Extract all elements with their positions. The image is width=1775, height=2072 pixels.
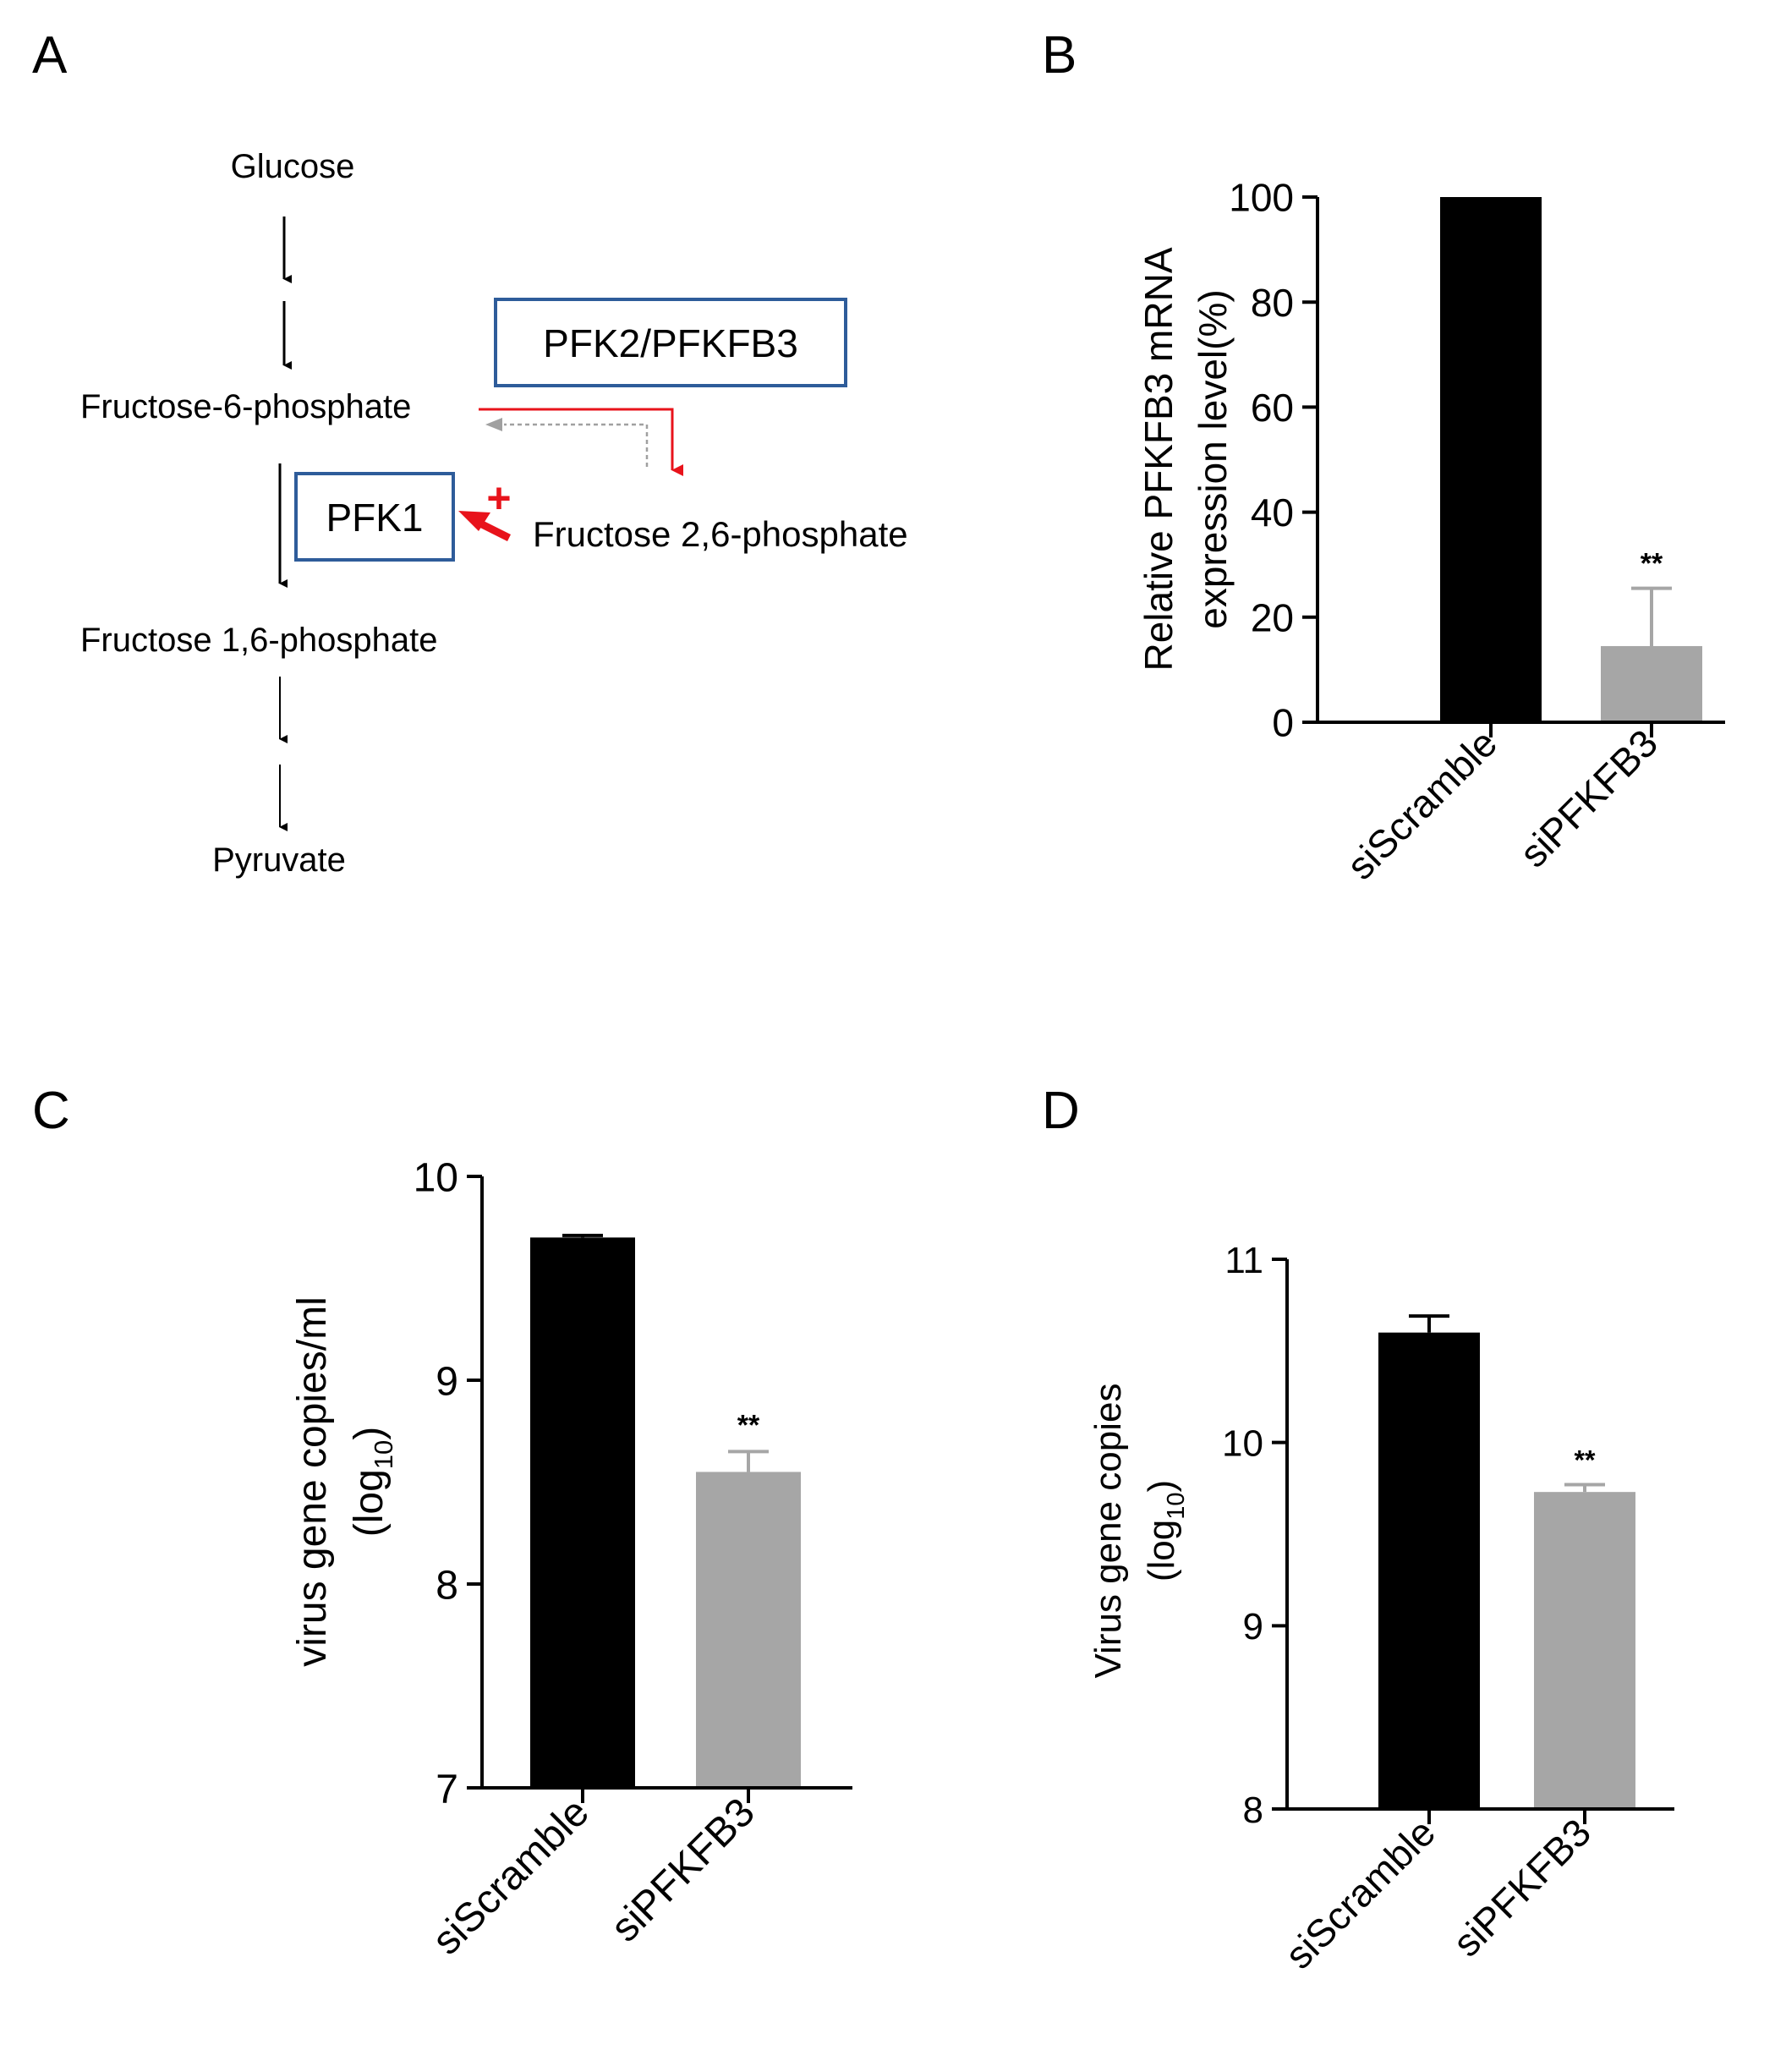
- y-tick-label-d-8: 8: [1243, 1790, 1263, 1831]
- node-pyruvate: Pyruvate: [212, 841, 346, 879]
- arrow-pfk2-forward: [479, 408, 683, 476]
- y-tick-label-d-11: 11: [1224, 1240, 1263, 1281]
- pathway-diagram: Glucose Fructose-6-phosphate PFK2/PFKFB3…: [80, 148, 908, 879]
- y-axis-title-b: Relative PFKFB3 mRNA: [1137, 247, 1181, 671]
- y-axis-subtitle-c: (log10): [347, 1427, 398, 1538]
- bar-b-siscramble: [1440, 197, 1542, 722]
- activation-plus: +: [486, 474, 511, 522]
- significance-b-sipfkfb3: **: [1641, 548, 1663, 580]
- x-tick-label-b-sipfkfb3: siPFKFB3: [1511, 721, 1666, 875]
- y-axis-title-c: virus gene copies/ml: [290, 1296, 335, 1667]
- arrowhead-reverse: [485, 418, 502, 431]
- y-tick-label-c-8: 8: [436, 1563, 458, 1608]
- arrowhead-activation: [458, 511, 490, 531]
- y-axis-title-d: Virus gene copies: [1087, 1384, 1129, 1679]
- node-fructose-1-6-phosphate: Fructose 1,6-phosphate: [80, 622, 437, 659]
- node-fructose-2-6-phosphate: Fructose 2,6-phosphate: [533, 514, 908, 554]
- arrow-pfk2-reverse: [504, 423, 649, 467]
- bar-chart-d: ** 8 9 10 11 siScramble siPFKFB3 Virus gene cop…: [1087, 1240, 1674, 1977]
- enzyme-box-pfk2: [494, 298, 847, 387]
- y-tick-label-c-9: 9: [436, 1359, 458, 1404]
- significance-d-sipfkfb3: **: [1575, 1445, 1596, 1476]
- enzyme-label-pfk2: PFK2/PFKFB3: [543, 321, 798, 365]
- node-glucose: Glucose: [231, 148, 355, 185]
- panel-label-c: C: [32, 1082, 70, 1140]
- panel-label-d: D: [1042, 1082, 1080, 1140]
- enzyme-box-pfk1: [294, 472, 455, 562]
- y-axis-subtitle-d: (log10): [1141, 1480, 1190, 1581]
- node-fructose-6-phosphate: Fructose-6-phosphate: [80, 388, 411, 425]
- bar-d-sipfkfb3: [1534, 1492, 1635, 1809]
- y-tick-label-c-7: 7: [436, 1767, 458, 1812]
- x-tick-label-b-siscramble: siScramble: [1338, 721, 1505, 888]
- enzyme-label-pfk1: PFK1: [326, 496, 423, 540]
- significance-c-sipfkfb3: **: [737, 1409, 760, 1441]
- y-tick-label-d-9: 9: [1243, 1606, 1263, 1647]
- arrow-activation: [476, 518, 512, 542]
- y-axis-subtitle-b: expression level(%): [1191, 289, 1235, 628]
- y-tick-label-b-100: 100: [1229, 176, 1294, 220]
- y-tick-label-b-60: 60: [1251, 386, 1294, 430]
- x-tick-label-c-sipfkfb3: siPFKFB3: [603, 1790, 764, 1950]
- panel-label-b: B: [1042, 26, 1077, 85]
- panel-label-a: A: [32, 26, 68, 85]
- bar-c-sipfkfb3: [696, 1472, 801, 1788]
- y-tick-label-d-10: 10: [1222, 1423, 1263, 1465]
- x-tick-label-c-siscramble: siScramble: [424, 1790, 597, 1963]
- bar-d-siscramble: [1378, 1332, 1480, 1809]
- bar-chart-b: ** 0 20 40 60 80 100 siScramble siPFKFB3 Relative…: [1137, 176, 1725, 888]
- bar-chart-c: ** 7 8 9 10 siScramble siPFKFB3 virus gene copi…: [290, 1155, 852, 1964]
- y-tick-label-c-10: 10: [414, 1155, 458, 1200]
- x-tick-label-d-sipfkfb3: siPFKFB3: [1444, 1810, 1599, 1965]
- y-tick-label-b-80: 80: [1251, 281, 1294, 325]
- y-tick-label-b-0: 0: [1272, 701, 1294, 745]
- y-tick-label-b-20: 20: [1251, 595, 1294, 639]
- y-tick-label-b-40: 40: [1251, 491, 1294, 534]
- bar-c-siscramble: [530, 1237, 635, 1788]
- x-tick-label-d-siscramble: siScramble: [1276, 1810, 1444, 1977]
- bar-b-sipfkfb3: [1601, 645, 1702, 722]
